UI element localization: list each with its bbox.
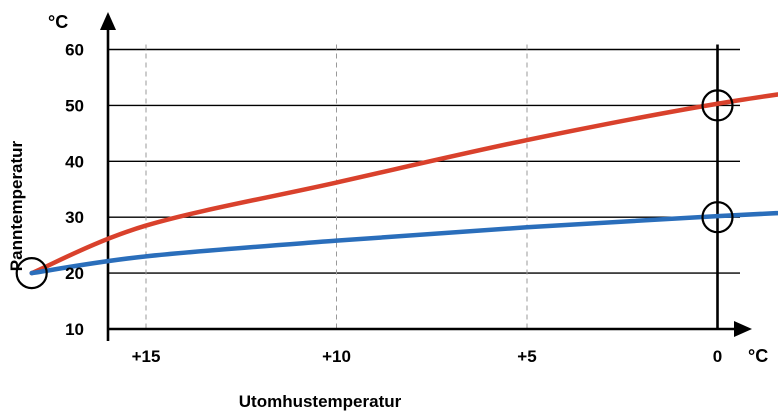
vertical-gridlines <box>145 44 719 329</box>
x-unit-label: °C <box>748 346 768 366</box>
x-tick-label: 0 <box>713 347 722 366</box>
y-tick-label: 40 <box>65 152 84 171</box>
y-tick-label: 60 <box>65 41 84 60</box>
axes <box>100 12 752 341</box>
x-tick-label: +10 <box>322 347 351 366</box>
series-line-2 <box>29 210 778 276</box>
y-tick-label: 20 <box>65 264 84 283</box>
y-tick-label: 30 <box>65 208 84 227</box>
series-lines <box>29 92 778 276</box>
y-axis-arrow <box>100 12 116 30</box>
circle-marker-2 <box>701 201 734 234</box>
x-tick-label: +15 <box>132 347 161 366</box>
circle-marker-3 <box>701 89 734 122</box>
y-axis-title: Panntemperatur <box>7 140 26 271</box>
x-axis-arrow <box>734 321 752 337</box>
circle-marker-1 <box>15 257 48 290</box>
x-tick-label: +5 <box>517 347 536 366</box>
y-tick-labels: 10 20 30 40 50 60 <box>65 41 84 340</box>
circle-markers <box>15 89 734 290</box>
x-tick-labels: +15+10+50-5-10-15-20-25-30 <box>132 347 723 366</box>
x-axis-title: Utomhustemperatur <box>239 392 402 411</box>
series-line-1 <box>29 92 778 276</box>
y-unit-label: °C <box>48 12 68 32</box>
y-tick-label: 10 <box>65 320 84 339</box>
y-tick-label: 50 <box>65 96 84 115</box>
